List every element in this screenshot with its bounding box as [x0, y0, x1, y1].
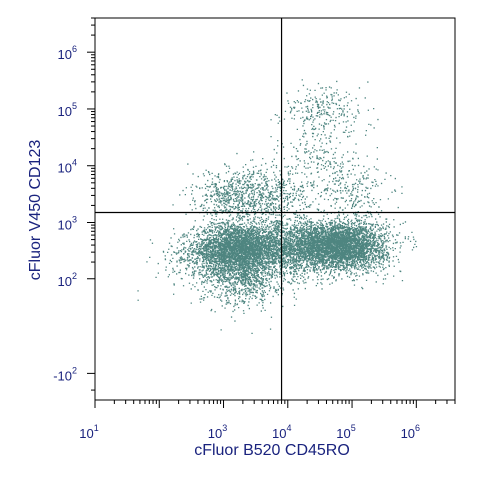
population-4 — [178, 239, 306, 334]
x-tick-label: 104 — [272, 423, 291, 441]
x-axis-title: cFluor B520 CD45RO — [194, 442, 350, 459]
y-tick-label: 102 — [58, 271, 77, 289]
y-tick-label: 105 — [58, 101, 77, 119]
x-tick-base: 10 — [272, 426, 286, 441]
event-dots — [252, 199, 418, 290]
event-dots — [205, 157, 341, 239]
y-tick-base: 10 — [58, 161, 72, 176]
y-tick-base: 10 — [58, 274, 72, 289]
event-dots — [270, 79, 379, 159]
y-tick-exponent: 2 — [72, 365, 77, 375]
x-tick-label: 101 — [79, 423, 98, 441]
y-tick-base: 10 — [58, 47, 72, 62]
x-tick-exponent: 6 — [415, 423, 420, 433]
population-8 — [205, 157, 341, 239]
y-tick-label: -102 — [53, 365, 77, 383]
y-tick-label: 106 — [58, 44, 77, 62]
population-0 — [151, 206, 311, 301]
x-tick-exponent: 5 — [351, 423, 356, 433]
y-tick-exponent: 5 — [72, 101, 77, 111]
x-tick-label: 106 — [401, 423, 420, 441]
population-1 — [252, 199, 418, 290]
population-7 — [289, 158, 403, 220]
y-tick-base: -10 — [53, 368, 72, 383]
y-tick-label: 104 — [58, 158, 77, 176]
x-tick-label: 105 — [336, 423, 355, 441]
y-tick-exponent: 2 — [72, 271, 77, 281]
event-dots — [178, 239, 306, 334]
x-tick-exponent: 4 — [287, 423, 292, 433]
x-tick-base: 10 — [336, 426, 350, 441]
y-tick-exponent: 6 — [72, 44, 77, 54]
x-tick-base: 10 — [401, 426, 415, 441]
y-tick-exponent: 4 — [72, 158, 77, 168]
y-tick-base: 10 — [58, 104, 72, 119]
population-5 — [270, 79, 379, 159]
x-tick-exponent: 3 — [222, 423, 227, 433]
x-tick-base: 10 — [208, 426, 222, 441]
events-layer — [137, 79, 418, 334]
event-dots — [172, 151, 297, 239]
event-dots — [289, 158, 403, 220]
y-tick-base: 10 — [58, 218, 72, 233]
y-tick-label: 103 — [58, 215, 77, 233]
x-tick-base: 10 — [79, 426, 93, 441]
population-3 — [172, 151, 297, 239]
x-tick-label: 103 — [208, 423, 227, 441]
y-axis-title: cFluor V450 CD123 — [27, 140, 44, 281]
y-tick-exponent: 3 — [72, 215, 77, 225]
event-dots — [151, 206, 311, 301]
x-axis-ticks: 101 103 104 105 106 — [79, 400, 456, 441]
plot-frame — [94, 17, 456, 401]
x-tick-exponent: 1 — [94, 423, 99, 433]
